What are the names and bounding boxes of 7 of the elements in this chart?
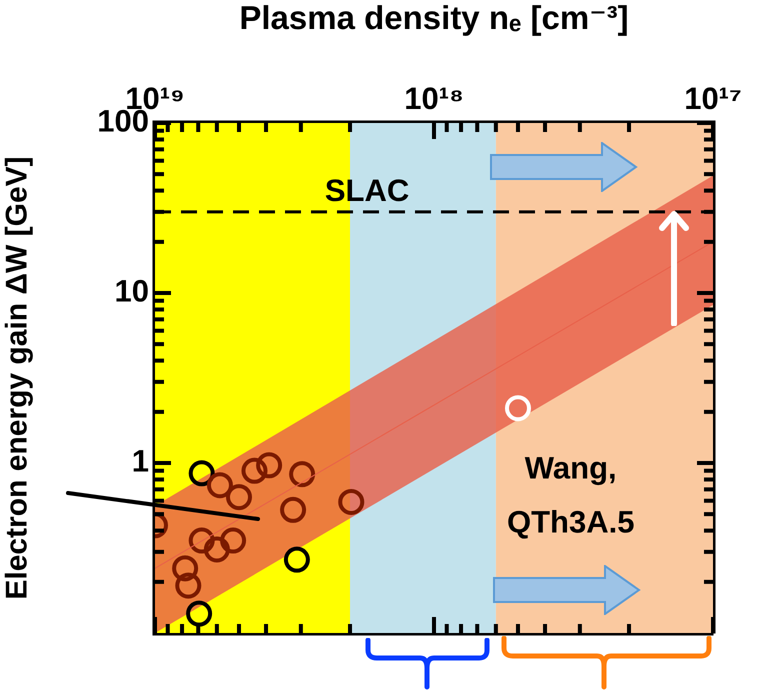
y-axis-title: Electron energy gain ΔW [GeV] bbox=[0, 156, 34, 600]
annotation: Wang, QTh3A.5 bbox=[506, 450, 634, 540]
y-tick-label: 1 bbox=[132, 444, 149, 479]
x-tick-label: 10¹⁸ bbox=[404, 80, 464, 116]
x-axis-title: Plasma density nₑ [cm⁻³] bbox=[239, 0, 629, 36]
y-tick-label: 10 bbox=[114, 274, 149, 309]
x-tick-label: 10¹⁷ bbox=[684, 80, 742, 116]
